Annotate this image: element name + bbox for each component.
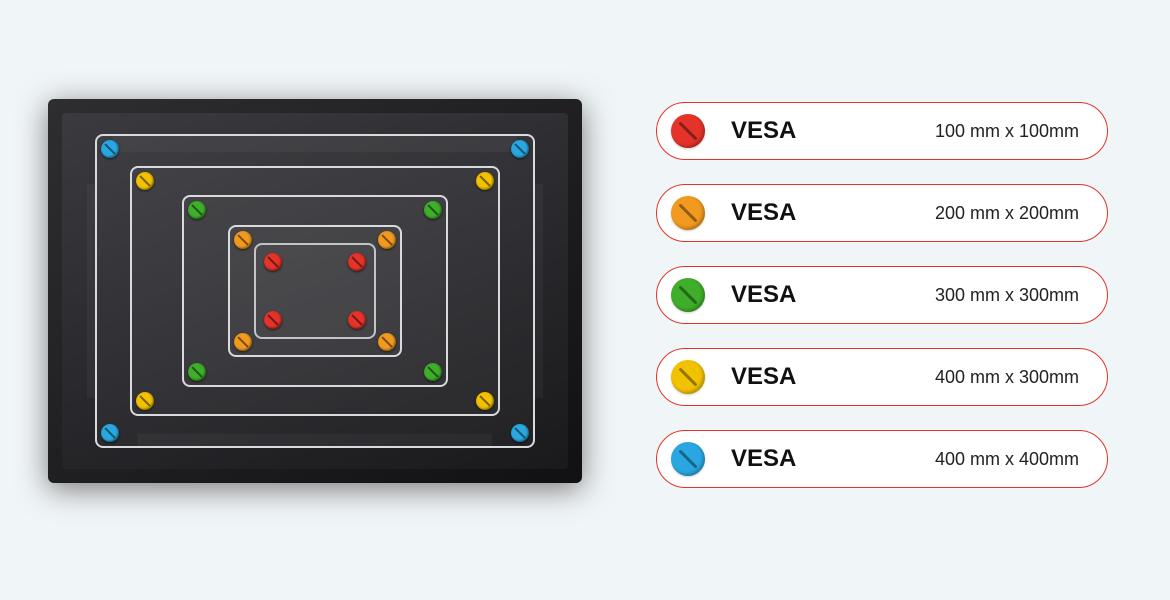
vesa-legend: VESA100 mm x 100mmVESA200 mm x 200mmVESA… bbox=[656, 102, 1108, 488]
screw-icon bbox=[188, 201, 206, 219]
legend-label: VESA bbox=[731, 363, 851, 391]
legend-label: VESA bbox=[731, 281, 851, 309]
legend-dot-icon bbox=[671, 196, 705, 230]
legend-dot-icon bbox=[671, 278, 705, 312]
legend-label: VESA bbox=[731, 445, 851, 473]
screw-icon bbox=[264, 253, 282, 271]
screw-icon bbox=[101, 424, 119, 442]
tv-inner-panel bbox=[62, 113, 568, 469]
screw-icon bbox=[234, 231, 252, 249]
legend-label: VESA bbox=[731, 117, 851, 145]
legend-row: VESA 100 mm x 100mm bbox=[656, 102, 1108, 160]
tv-back-panel bbox=[48, 99, 582, 483]
stage: VESA100 mm x 100mmVESA200 mm x 200mmVESA… bbox=[0, 0, 1170, 600]
legend-label: VESA bbox=[731, 199, 851, 227]
legend-size: 100 mm x 100mm bbox=[935, 121, 1079, 142]
legend-row: VESA 300 mm x 300mm bbox=[656, 266, 1108, 324]
legend-dot-icon bbox=[671, 114, 705, 148]
screw-icon bbox=[378, 333, 396, 351]
legend-size: 400 mm x 400mm bbox=[935, 449, 1079, 470]
legend-row: VESA 400 mm x 300mm bbox=[656, 348, 1108, 406]
screw-icon bbox=[476, 172, 494, 190]
screw-icon bbox=[348, 253, 366, 271]
screw-icon bbox=[234, 333, 252, 351]
screw-icon bbox=[476, 392, 494, 410]
screw-icon bbox=[264, 311, 282, 329]
legend-row: VESA 200 mm x 200mm bbox=[656, 184, 1108, 242]
screw-icon bbox=[378, 231, 396, 249]
screw-icon bbox=[136, 172, 154, 190]
legend-size: 400 mm x 300mm bbox=[935, 367, 1079, 388]
legend-size: 200 mm x 200mm bbox=[935, 203, 1079, 224]
screw-icon bbox=[424, 201, 442, 219]
screw-icon bbox=[348, 311, 366, 329]
legend-dot-icon bbox=[671, 442, 705, 476]
screw-icon bbox=[188, 363, 206, 381]
screw-icon bbox=[511, 424, 529, 442]
legend-row: VESA 400 mm x 400mm bbox=[656, 430, 1108, 488]
screw-icon bbox=[424, 363, 442, 381]
screw-icon bbox=[511, 140, 529, 158]
screw-icon bbox=[136, 392, 154, 410]
legend-size: 300 mm x 300mm bbox=[935, 285, 1079, 306]
screw-icon bbox=[101, 140, 119, 158]
legend-dot-icon bbox=[671, 360, 705, 394]
